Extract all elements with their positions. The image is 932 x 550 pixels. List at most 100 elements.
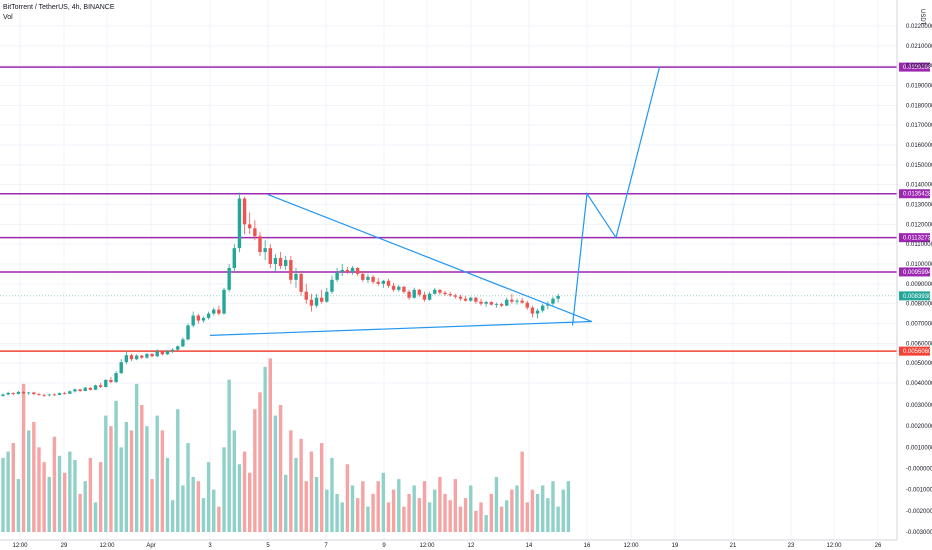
volume-bar [62, 472, 67, 532]
projection-path[interactable] [571, 66, 661, 326]
y-tick-label: -0.0000000 [906, 467, 932, 473]
currency-label[interactable]: USDT [919, 9, 925, 26]
candle [248, 212, 252, 235]
volume-bar [134, 383, 139, 532]
volume-bar [258, 392, 262, 532]
level-price-label: 0.0095994 [903, 270, 932, 276]
candle [427, 291, 432, 301]
volume-bar [407, 493, 411, 532]
volume-bar [1, 457, 5, 532]
level-price-label: 0.0135428 [903, 192, 932, 198]
x-tick-label: 21 [730, 543, 737, 549]
level-price-badge [899, 189, 930, 199]
candle [176, 345, 180, 351]
volume-bar [505, 500, 509, 532]
y-tick-label: -0.0020000 [906, 509, 932, 515]
horizontal-level[interactable]: 0.0095994 [0, 267, 932, 277]
x-tick-label: Apr [146, 543, 155, 549]
y-tick-label: 0.0110000 [906, 242, 932, 248]
y-tick-label: 0.0090000 [906, 282, 932, 288]
candle [402, 285, 406, 294]
volume-bar [273, 415, 278, 532]
volume-bar [109, 426, 113, 532]
candle [458, 294, 463, 301]
candle [16, 390, 21, 395]
volume-bar [541, 485, 545, 532]
candle [474, 296, 478, 304]
candle [325, 287, 329, 303]
x-tick-label: 12:00 [99, 543, 115, 549]
volume-bar [299, 438, 303, 532]
volume-bar [551, 481, 555, 532]
horizontal-levels[interactable]: 0.0199286 0.0135428 0.0113273 0.0095994 0.00… [0, 62, 932, 356]
volume-bar [93, 502, 98, 532]
triangle-lower-line[interactable] [209, 320, 592, 336]
candle [83, 386, 87, 392]
level-price-label: 0.0199286 [903, 65, 932, 71]
x-tick-label: 29 [61, 543, 68, 549]
triangle-upper-line[interactable] [267, 194, 593, 323]
candle [273, 254, 278, 272]
candle [93, 384, 98, 391]
x-tick-label: 23 [788, 543, 795, 549]
horizontal-level[interactable]: 0.0135428 [0, 189, 932, 199]
candle [515, 298, 519, 305]
x-tick-label: 12:00 [623, 543, 639, 549]
candle [520, 297, 524, 304]
candle [433, 287, 437, 295]
price-axis[interactable]: 0.0220000 0.0210000 0.0200000 0.0190000 0.01… [906, 24, 932, 536]
grid-lines [0, 0, 897, 540]
candle [145, 352, 149, 359]
volume-bar [402, 506, 406, 532]
candle [237, 192, 242, 253]
volume-bar [170, 500, 175, 532]
candle [134, 354, 139, 361]
candle [463, 296, 468, 302]
volume-bar [381, 472, 386, 532]
candle [27, 391, 31, 395]
volume-bar [510, 489, 514, 532]
candle [489, 301, 493, 306]
candle [155, 349, 159, 358]
last-price-badge [899, 291, 930, 301]
volume-bar [278, 405, 283, 532]
x-tick-label: 12:00 [419, 543, 435, 549]
level-price-label: 0.0113273 [903, 236, 932, 242]
candle [479, 298, 483, 306]
volume-bar [47, 476, 51, 532]
candle [217, 305, 221, 316]
x-tick-label: 7 [324, 543, 328, 549]
candle [242, 196, 247, 235]
x-tick-label: 26 [875, 543, 882, 549]
volume-bar [98, 462, 103, 532]
candle [335, 267, 339, 282]
volume-bar [57, 455, 62, 532]
last-price: 0.0083930 [0, 291, 932, 301]
volume-bar [463, 498, 468, 532]
candle [109, 377, 113, 384]
y-tick-label: 0.0080000 [906, 302, 932, 308]
volume-bar [361, 481, 365, 532]
volume-bar [345, 464, 350, 532]
volume-bar [499, 506, 504, 532]
level-price-badge [899, 267, 930, 277]
volume-bar [335, 493, 339, 532]
horizontal-level[interactable]: 0.0056060 [0, 346, 932, 356]
candle [170, 348, 175, 353]
candle [541, 303, 545, 313]
candle [119, 359, 123, 375]
candle [212, 307, 216, 316]
candle [397, 284, 401, 292]
candle [535, 308, 540, 319]
currency-text: USDT [919, 9, 925, 26]
trend-drawings[interactable] [209, 66, 661, 336]
time-axis[interactable]: 12:00 29 12:00 Apr 3 5 7 9 12:00 12 14 16 12:00 19 21 2… [12, 543, 882, 549]
volume-bar [314, 476, 319, 532]
horizontal-level[interactable]: 0.0199286 [0, 62, 932, 72]
volume-bar [73, 460, 77, 532]
volume-bar [484, 515, 488, 532]
horizontal-level[interactable]: 0.0113273 [0, 233, 932, 243]
candle [505, 297, 509, 307]
candle [37, 392, 41, 396]
